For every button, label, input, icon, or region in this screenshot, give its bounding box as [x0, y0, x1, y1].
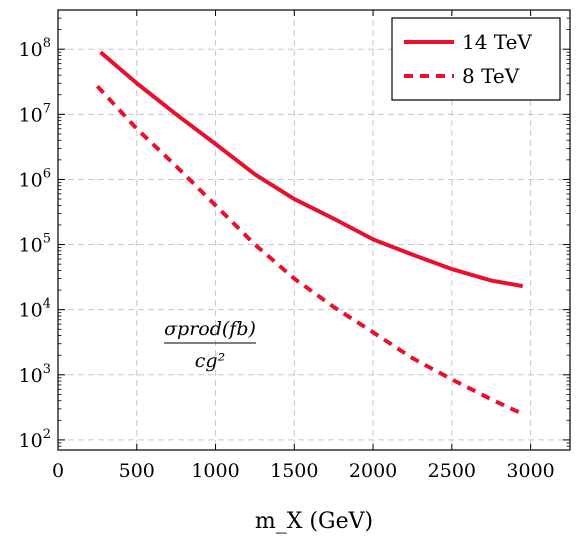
x-axis-label: m_X (GeV) — [255, 509, 373, 534]
x-tick-label: 2000 — [349, 460, 397, 482]
series-layer — [95, 50, 524, 416]
y-tick-label: 103 — [19, 362, 51, 387]
grid — [58, 10, 570, 450]
plot-frame — [57, 9, 571, 451]
x-tick-label: 0 — [52, 460, 64, 482]
y-tick-label: 102 — [19, 427, 51, 452]
legend-label-1: 14 TeV — [462, 30, 532, 54]
annotation-denominator: cg² — [195, 350, 225, 372]
series-line-1 — [99, 50, 524, 289]
legend-label-2: 8 TeV — [462, 64, 520, 88]
y-tick-label: 108 — [19, 36, 51, 61]
x-tick-label: 1000 — [191, 460, 239, 482]
x-tick-label: 500 — [119, 460, 155, 482]
legend: 14 TeV 8 TeV — [391, 17, 561, 101]
y-tick-label: 105 — [19, 232, 51, 257]
annotation: σprod(fb) cg² — [164, 318, 256, 372]
series-line-2 — [95, 84, 524, 416]
x-tick-label: 1500 — [270, 460, 318, 482]
y-tick-label: 104 — [19, 297, 51, 322]
y-tick-label: 107 — [19, 101, 51, 126]
annotation-numerator: σprod(fb) — [164, 318, 256, 340]
x-tick-label: 3000 — [506, 460, 554, 482]
y-tick-label: 106 — [19, 166, 51, 191]
legend-box — [391, 17, 561, 101]
ticks: 0 500 1000 1500 2000 2500 3000 102 103 104 105 106 1… — [19, 10, 570, 482]
x-tick-label: 2500 — [428, 460, 476, 482]
